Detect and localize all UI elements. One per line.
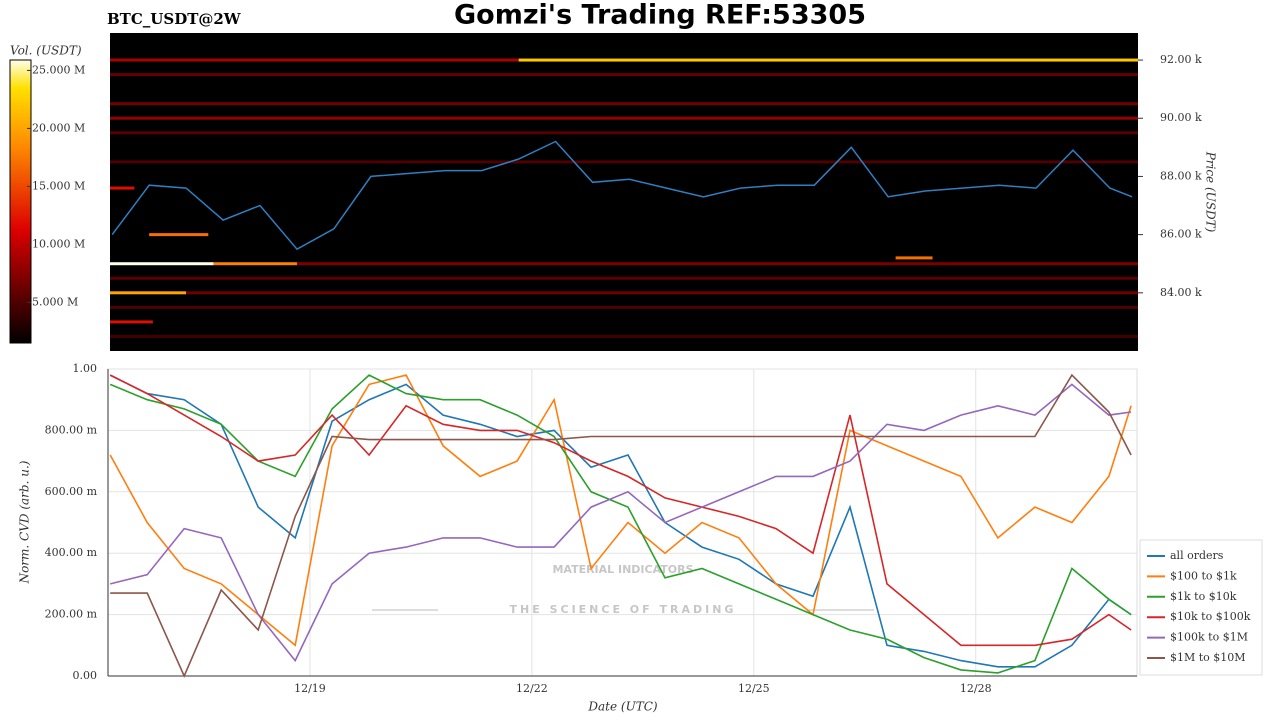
y-tick-label: 0.00 [73,669,98,682]
price-line [111,140,1133,251]
heat-level [110,58,519,62]
x-tick-label: 12/25 [738,682,770,695]
heat-level [895,256,933,260]
heat-level [186,291,1138,295]
heat-level [110,320,153,324]
cvd-line [109,374,1132,668]
colorbar-tick-label: 25.000 M [32,63,85,76]
colorbar-tick-label: 20.000 M [32,121,85,134]
y-tick-label: 200.00 m [45,608,98,621]
cvd-line [109,374,1132,674]
heat-level [110,102,1138,106]
heat-level [110,291,187,295]
y-tick-label: 800.00 m [45,423,98,436]
heat-level [296,262,1138,266]
heat-level [110,305,1138,309]
legend-label: $100k to $1M [1170,631,1248,644]
colorbar [9,59,32,344]
x-tick-label: 12/19 [294,682,326,695]
heat-level [110,334,1138,338]
legend [1139,539,1263,676]
y-tick-label: 86.00 k [1160,228,1202,241]
y-label: Norm. CVD (arb. u.) [18,460,32,584]
symbol: BTC_USDT@2W [107,10,242,28]
colorbar-tick-label: 5.000 M [32,295,78,308]
cvd-line [110,383,1132,663]
heat-level [110,73,1138,77]
heat-level [110,186,135,190]
y-tick-label: 1.00 [73,362,98,375]
x-label: Date (UTC) [587,700,657,714]
y-tick-label: 88.00 k [1160,169,1202,182]
cvd-line [109,374,1132,647]
y-tick-label: 92.00 k [1160,53,1202,66]
legend-label: $1k to $10k [1170,590,1237,603]
heat-level [110,276,1138,280]
heat-level [110,116,1138,120]
title: Gomzi's Trading REF:53305 [454,0,866,31]
x-tick-label: 12/22 [516,682,548,695]
watermark-name: MATERIAL INDICATORS [552,563,693,576]
colorbar-tick-label: 15.000 M [32,179,85,192]
heat-level [110,262,214,266]
heat-level [213,262,297,266]
price-label: Price (USDT) [1204,151,1218,233]
heat-level [110,160,1138,164]
y-tick-label: 600.00 m [45,485,98,498]
y-tick-label: 84.00 k [1160,286,1202,299]
legend-label: all orders [1170,549,1224,562]
heat-level [149,233,209,237]
y-tick-label: 400.00 m [45,546,98,559]
legend-label: $10k to $100k [1170,610,1251,623]
heat-level [518,58,1138,62]
cvd-plot [107,368,1138,677]
y-tick-label: 90.00 k [1160,111,1202,124]
legend-label: $100 to $1k [1170,569,1237,582]
cvd-line [109,374,1132,647]
colorbar-tick-label: 10.000 M [32,237,85,250]
colorbar-label: Vol. (USDT) [10,44,82,58]
legend-label: $1M to $10M [1170,651,1246,664]
x-tick-label: 12/28 [960,682,992,695]
cvd-line [110,373,1132,678]
heat-level [110,131,1138,135]
watermark-tagline: THE SCIENCE OF TRADING [510,603,737,616]
heatmap-bg [110,33,1138,351]
